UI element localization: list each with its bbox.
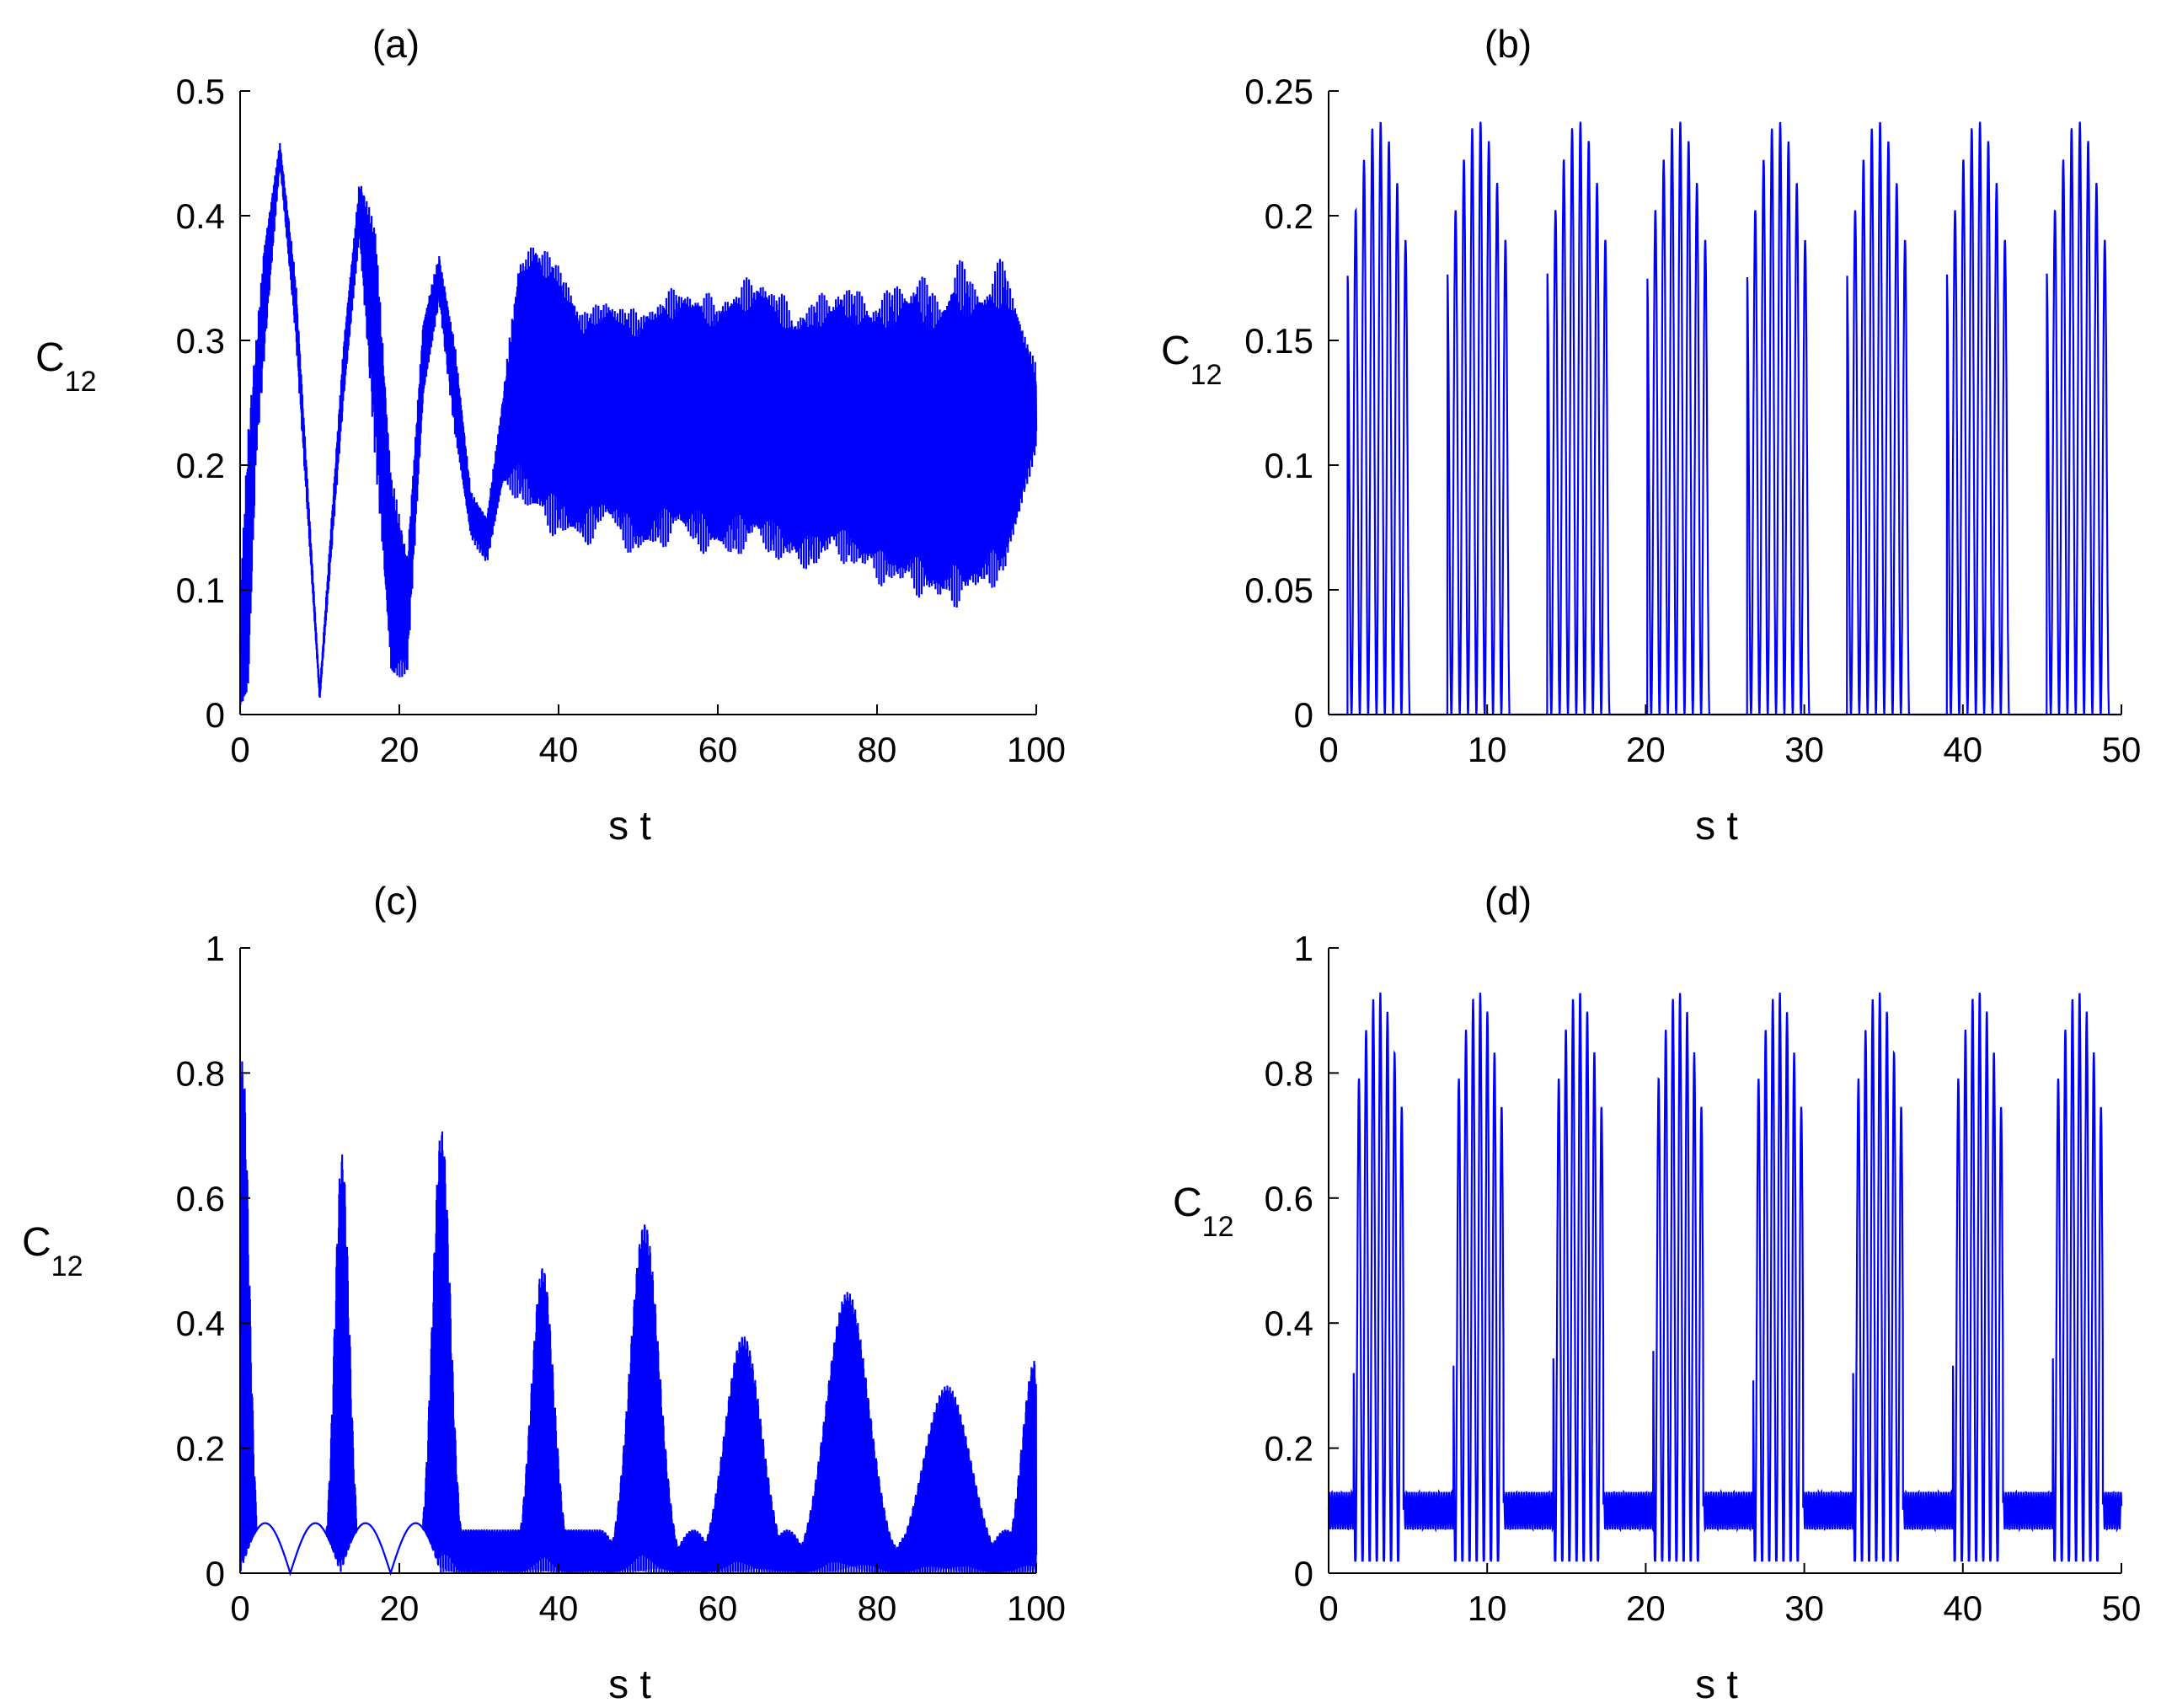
y-axis-label: C12 [22,1220,83,1282]
x-tick-label: 100 [1007,1588,1066,1628]
x-tick-label: 10 [1468,1588,1507,1628]
y-tick-label: 0 [1294,1554,1313,1593]
y-tick-label: 0.05 [1244,570,1313,610]
y-tick-label: 0.4 [176,1304,225,1343]
y-tick-label: 0.6 [1265,1179,1313,1218]
x-tick-label: 20 [380,730,420,769]
x-axis-label: s t [608,1662,651,1707]
y-tick-label: 0.8 [1265,1053,1313,1093]
y-tick-label: 0 [1294,695,1313,735]
x-tick-label: 30 [1784,1588,1824,1628]
panel-title: (b) [1484,22,1532,66]
y-tick-label: 0.2 [1265,196,1313,236]
y-tick-label: 0.2 [176,1429,225,1469]
series-line [238,1061,1038,1577]
x-tick-label: 40 [539,1588,579,1628]
x-tick-label: 50 [2102,1588,2142,1628]
x-tick-label: 20 [1626,730,1666,769]
x-tick-label: 60 [698,730,738,769]
x-tick-label: 100 [1007,730,1066,769]
x-tick-label: 0 [1319,730,1338,769]
panel-c: 0 20 40 60 80 100 0 0.2 0.4 0.6 0.8 1 (c) s t C12 [22,879,1066,1707]
y-tick-label: 0.5 [176,72,225,111]
x-tick-label: 80 [858,1588,897,1628]
x-tick-label: 40 [1943,730,1982,769]
x-axis-label: s t [608,804,651,849]
y-tick-label: 0.8 [176,1053,225,1093]
panel-title: (c) [373,879,419,923]
x-tick-label: 80 [858,730,897,769]
panel-a: 0 20 40 60 80 100 0 0.1 0.2 0.3 0.4 0.5 (a) s t C12 [35,22,1066,849]
y-tick-label: 0.15 [1244,321,1313,361]
y-tick-label: 0 [206,695,225,735]
y-tick-label: 0.3 [176,321,225,361]
y-axis-label: C12 [1161,329,1222,391]
x-tick-label: 0 [1319,1588,1338,1628]
panel-d: 0 10 20 30 40 50 0 0.2 0.4 0.6 0.8 1 (d) s t C12 [1173,879,2141,1707]
x-tick-label: 50 [2102,730,2142,769]
y-tick-label: 0.6 [176,1179,225,1218]
y-tick-label: 1 [1294,929,1313,968]
x-tick-label: 60 [698,1588,738,1628]
y-tick-label: 0.1 [1265,446,1313,485]
y-tick-label: 0.1 [176,570,225,610]
y-axis-label: C12 [35,335,97,398]
y-tick-label: 1 [206,929,225,968]
y-tick-label: 0.2 [176,446,225,485]
x-tick-label: 10 [1468,730,1507,769]
y-tick-label: 0.4 [176,196,225,236]
series-line [1329,121,2121,716]
y-tick-label: 0.4 [1265,1304,1313,1343]
series-line [1327,992,2123,1562]
x-tick-label: 20 [380,1588,420,1628]
y-tick-label: 0.25 [1244,72,1313,111]
y-axis-label: C12 [1173,1181,1234,1243]
x-tick-label: 40 [1943,1588,1982,1628]
x-tick-label: 0 [230,1588,249,1628]
series-line [238,142,1038,705]
x-axis-label: s t [1695,804,1738,849]
x-tick-label: 20 [1626,1588,1666,1628]
y-tick-label: 0 [206,1554,225,1593]
x-axis-label: s t [1695,1662,1738,1707]
panel-title: (d) [1484,879,1532,923]
panel-title: (a) [372,22,420,66]
x-tick-label: 0 [230,730,249,769]
y-tick-label: 0.2 [1265,1429,1313,1469]
x-tick-label: 30 [1784,730,1824,769]
x-tick-label: 40 [539,730,579,769]
panel-b: 0 10 20 30 40 50 0 0.05 0.1 0.15 0.2 0.25 (b) s t C12 [1161,22,2141,849]
